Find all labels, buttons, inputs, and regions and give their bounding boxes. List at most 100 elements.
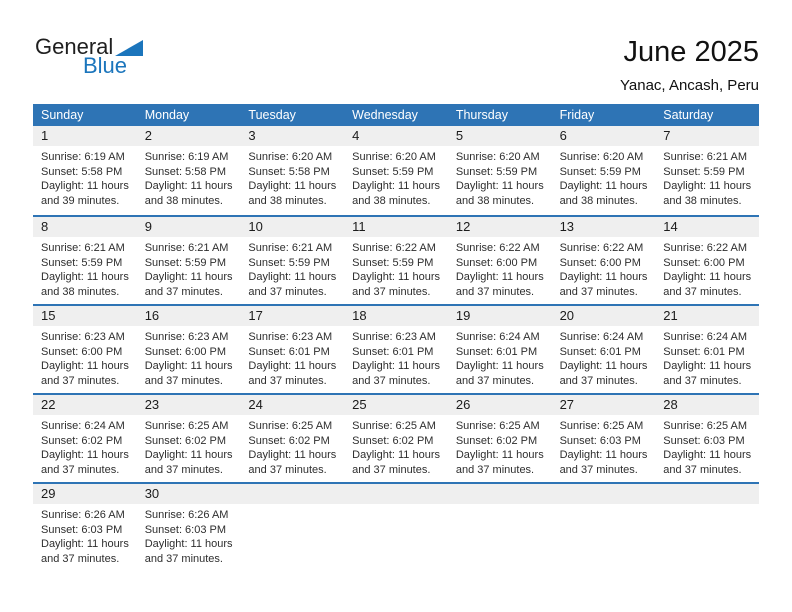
day-details: Sunrise: 6:22 AM Sunset: 5:59 PM Daylight:… — [344, 237, 448, 299]
day-cell: 15 Sunrise: 6:23 AM Sunset: 6:00 PM Dayligh… — [33, 306, 137, 393]
logo-triangle-icon — [115, 40, 144, 56]
daylight-hours-text: Daylight: 11 hours — [248, 180, 337, 192]
page-subtitle: Yanac, Ancash, Peru — [620, 77, 759, 94]
sunrise-text: Sunrise: 6:25 AM — [455, 420, 540, 432]
daylight-hours-text: Daylight: 11 hours — [41, 271, 129, 283]
weekday-header-sunday: Sunday — [41, 108, 84, 122]
sunset-text: Sunset: 5:59 PM — [144, 256, 227, 269]
day-details — [240, 504, 344, 508]
sunrise-text: Sunrise: 6:25 AM — [663, 420, 748, 432]
day-number: 14 — [655, 217, 759, 237]
day-cell: 14 Sunrise: 6:22 AM Sunset: 6:00 PM Dayligh… — [655, 217, 759, 304]
daylight-minutes-text: and 37 minutes. — [455, 463, 535, 476]
day-details: Sunrise: 6:21 AM Sunset: 5:59 PM Daylight:… — [137, 237, 241, 299]
day-number: 1 — [33, 126, 137, 146]
sunset-text: Sunset: 5:58 PM — [248, 165, 330, 178]
sunset-text: Sunset: 6:01 PM — [248, 345, 330, 358]
weekday-header-thursday: Thursday — [455, 108, 508, 122]
sunset-text: Sunset: 6:03 PM — [559, 434, 641, 447]
daylight-minutes-text: and 37 minutes. — [663, 463, 742, 476]
daylight-minutes-text: and 37 minutes. — [455, 285, 535, 298]
day-cell: 2 Sunrise: 6:19 AM Sunset: 5:58 PM Daylight… — [136, 126, 241, 215]
general-blue-logo: General Blue — [35, 36, 144, 78]
day-details — [448, 504, 552, 508]
sunrise-text: Sunrise: 6:25 AM — [248, 420, 333, 432]
sunrise-text: Sunrise: 6:20 AM — [559, 151, 644, 163]
sunrise-text: Sunrise: 6:26 AM — [41, 509, 125, 521]
daylight-minutes-text: and 38 minutes. — [248, 194, 327, 207]
day-number — [551, 484, 656, 504]
day-number: 15 — [33, 306, 137, 326]
weekday-header-row: Sunday Monday Tuesday Wednesday Thursday Frid… — [33, 104, 759, 126]
daylight-hours-text: Daylight: 11 hours — [144, 538, 233, 550]
sunset-text: Sunset: 6:02 PM — [352, 434, 434, 447]
day-number: 5 — [447, 126, 552, 146]
calendar-body: 1 Sunrise: 6:19 AM Sunset: 5:58 PM Daylight… — [33, 126, 759, 571]
sunrise-text: Sunrise: 6:24 AM — [559, 331, 644, 343]
day-cell: 22 Sunrise: 6:24 AM Sunset: 6:02 PM Dayligh… — [33, 395, 137, 482]
empty-day-cell — [655, 484, 759, 571]
calendar: Sunday Monday Tuesday Wednesday Thursday Frid… — [33, 104, 759, 571]
sunset-text: Sunset: 5:59 PM — [559, 165, 641, 178]
weekday-header-friday: Friday — [559, 108, 595, 122]
day-details: Sunrise: 6:25 AM Sunset: 6:03 PM Daylight:… — [655, 415, 759, 477]
day-number: 7 — [655, 126, 759, 146]
day-number — [344, 484, 448, 504]
day-details: Sunrise: 6:20 AM Sunset: 5:58 PM Daylight:… — [240, 146, 344, 208]
sunset-text: Sunset: 6:00 PM — [663, 256, 745, 269]
day-details — [344, 504, 448, 508]
day-number: 25 — [344, 395, 448, 415]
daylight-minutes-text: and 38 minutes. — [455, 194, 535, 207]
daylight-minutes-text: and 37 minutes. — [663, 374, 742, 387]
daylight-hours-text: Daylight: 11 hours — [455, 271, 544, 283]
day-details: Sunrise: 6:26 AM Sunset: 6:03 PM Daylight:… — [33, 504, 137, 566]
daylight-minutes-text: and 39 minutes. — [41, 194, 120, 207]
day-cell: 8 Sunrise: 6:21 AM Sunset: 5:59 PM Daylight… — [33, 217, 137, 304]
day-number: 12 — [447, 217, 552, 237]
day-details: Sunrise: 6:22 AM Sunset: 6:00 PM Daylight:… — [448, 237, 552, 299]
day-cell: 25 Sunrise: 6:25 AM Sunset: 6:02 PM Dayligh… — [344, 395, 448, 482]
sunrise-text: Sunrise: 6:25 AM — [144, 420, 229, 432]
day-cell: 1 Sunrise: 6:19 AM Sunset: 5:58 PM Daylight… — [33, 126, 137, 215]
daylight-hours-text: Daylight: 11 hours — [352, 271, 440, 283]
day-cell: 11 Sunrise: 6:22 AM Sunset: 5:59 PM Dayligh… — [344, 217, 448, 304]
day-number: 17 — [240, 306, 345, 326]
day-number: 22 — [33, 395, 137, 415]
empty-day-cell — [447, 484, 552, 571]
day-cell: 20 Sunrise: 6:24 AM Sunset: 6:01 PM Dayligh… — [551, 306, 656, 393]
day-details: Sunrise: 6:22 AM Sunset: 6:00 PM Daylight:… — [552, 237, 656, 299]
day-details: Sunrise: 6:23 AM Sunset: 6:01 PM Daylight:… — [240, 326, 344, 388]
weekday-header-monday: Monday — [144, 108, 190, 122]
day-cell: 19 Sunrise: 6:24 AM Sunset: 6:01 PM Dayligh… — [447, 306, 552, 393]
sunrise-text: Sunrise: 6:21 AM — [144, 242, 229, 254]
day-cell: 21 Sunrise: 6:24 AM Sunset: 6:01 PM Dayligh… — [655, 306, 759, 393]
sunset-text: Sunset: 6:03 PM — [663, 434, 745, 447]
week-row: 22 Sunrise: 6:24 AM Sunset: 6:02 PM Dayligh… — [33, 393, 759, 482]
daylight-minutes-text: and 37 minutes. — [559, 285, 638, 298]
daylight-minutes-text: and 37 minutes. — [248, 463, 327, 476]
day-details: Sunrise: 6:25 AM Sunset: 6:02 PM Daylight:… — [137, 415, 241, 477]
logo-text-blue: Blue — [83, 53, 128, 78]
daylight-minutes-text: and 37 minutes. — [455, 374, 535, 387]
day-details: Sunrise: 6:23 AM Sunset: 6:00 PM Daylight:… — [137, 326, 241, 388]
daylight-hours-text: Daylight: 11 hours — [41, 180, 129, 192]
daylight-minutes-text: and 37 minutes. — [352, 463, 431, 476]
day-details: Sunrise: 6:25 AM Sunset: 6:02 PM Daylight:… — [448, 415, 552, 477]
daylight-hours-text: Daylight: 11 hours — [559, 271, 648, 283]
empty-day-cell — [551, 484, 656, 571]
sunset-text: Sunset: 6:02 PM — [41, 434, 123, 447]
day-number: 4 — [344, 126, 448, 146]
sunrise-text: Sunrise: 6:24 AM — [455, 331, 540, 343]
daylight-minutes-text: and 37 minutes. — [41, 374, 120, 387]
daylight-minutes-text: and 37 minutes. — [559, 463, 638, 476]
daylight-minutes-text: and 37 minutes. — [144, 285, 223, 298]
daylight-hours-text: Daylight: 11 hours — [455, 180, 544, 192]
day-details: Sunrise: 6:20 AM Sunset: 5:59 PM Daylight:… — [552, 146, 656, 208]
day-cell: 3 Sunrise: 6:20 AM Sunset: 5:58 PM Daylight… — [240, 126, 345, 215]
daylight-minutes-text: and 37 minutes. — [352, 374, 431, 387]
day-cell: 13 Sunrise: 6:22 AM Sunset: 6:00 PM Dayligh… — [551, 217, 656, 304]
empty-day-cell — [240, 484, 345, 571]
day-cell: 4 Sunrise: 6:20 AM Sunset: 5:59 PM Daylight… — [344, 126, 448, 215]
sunrise-text: Sunrise: 6:24 AM — [663, 331, 748, 343]
day-details: Sunrise: 6:19 AM Sunset: 5:58 PM Daylight:… — [33, 146, 137, 208]
